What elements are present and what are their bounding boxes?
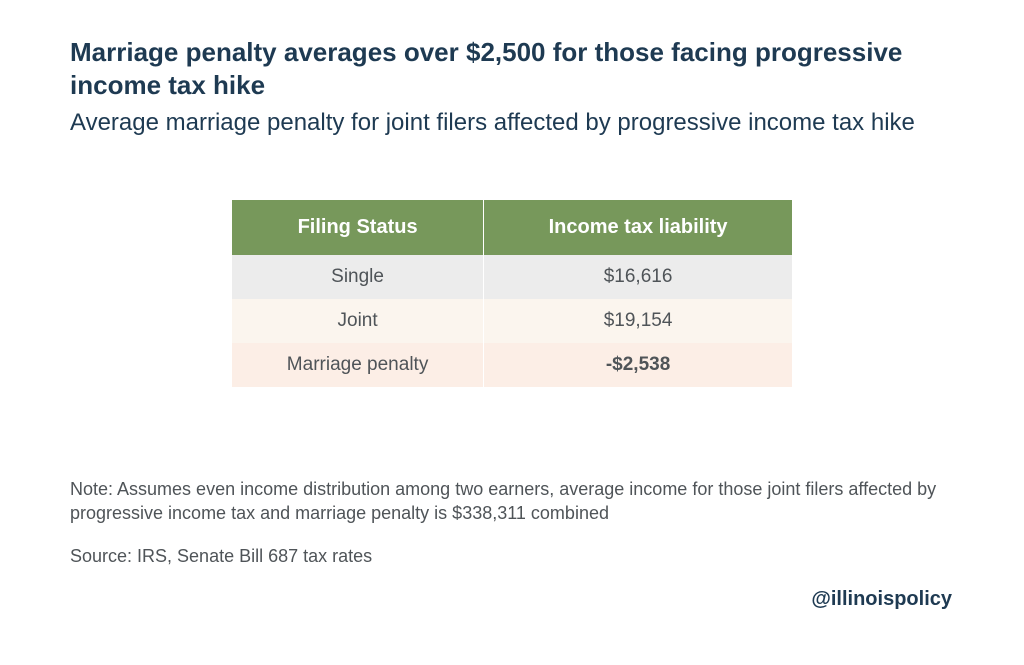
social-handle: @illinoispolicy [811, 588, 952, 611]
table-row: Joint $19,154 [232, 299, 792, 343]
table-row: Single $16,616 [232, 255, 792, 299]
cell-label: Joint [232, 299, 484, 343]
cell-value: $19,154 [484, 299, 792, 343]
col-header-liability: Income tax liability [484, 200, 792, 255]
table-row: Marriage penalty -$2,538 [232, 343, 792, 387]
chart-title: Marriage penalty averages over $2,500 fo… [70, 36, 954, 101]
cell-value: $16,616 [484, 255, 792, 299]
cell-label: Marriage penalty [232, 343, 484, 387]
tax-liability-table: Filing Status Income tax liability Singl… [232, 200, 792, 387]
footnote: Note: Assumes even income distribution a… [70, 477, 954, 526]
table-header-row: Filing Status Income tax liability [232, 200, 792, 255]
chart-subtitle: Average marriage penalty for joint filer… [70, 107, 954, 138]
cell-penalty-value: -$2,538 [484, 343, 792, 387]
source-line: Source: IRS, Senate Bill 687 tax rates [70, 546, 954, 567]
cell-label: Single [232, 255, 484, 299]
col-header-filing-status: Filing Status [232, 200, 484, 255]
table-container: Filing Status Income tax liability Singl… [70, 200, 954, 387]
